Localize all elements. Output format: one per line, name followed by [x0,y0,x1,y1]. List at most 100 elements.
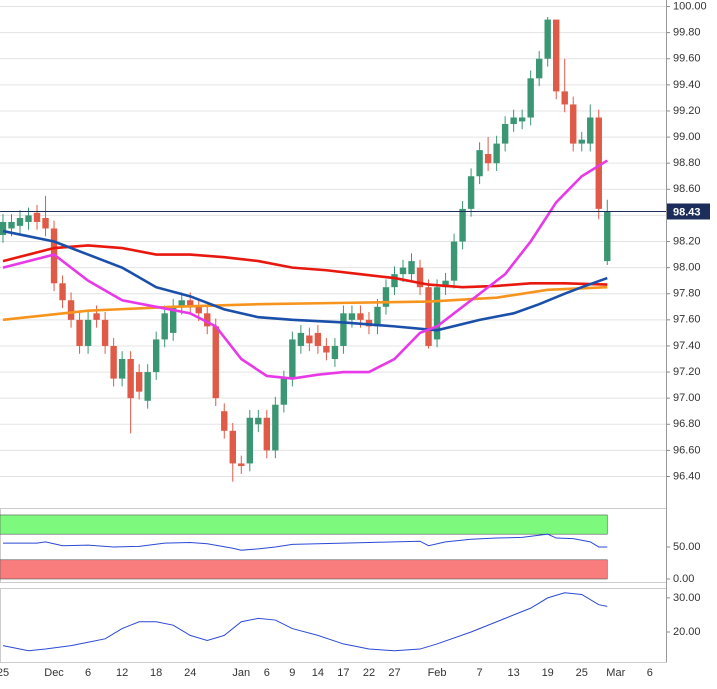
candle-body [450,241,458,281]
candle-body [501,124,509,144]
y-tick-label: 96.80 [673,418,701,430]
candle-body [416,267,424,288]
x-tick-label: 6 [85,667,91,679]
candle-body [289,339,296,379]
candle-body [127,359,134,399]
x-tick-label: 6 [647,667,653,679]
y-tick-label: 98.80 [673,157,701,169]
candle-body [476,150,483,177]
candle-body [118,359,126,379]
candle-body [93,313,100,320]
candle-body [510,117,517,125]
y-tick-label: 98.60 [673,183,701,195]
candle-body [170,306,177,333]
candle-body [561,91,568,105]
candle-body [25,215,32,222]
candle-body [544,19,551,59]
candle-body [255,417,262,425]
candle-body [187,300,194,307]
y-tick-label: 99.00 [673,131,701,143]
candle-body [204,313,211,327]
candle-body [42,218,49,229]
candle-body [391,274,398,288]
x-tick-label: 9 [289,667,295,679]
candle-body [408,261,415,275]
candle-body [195,306,202,314]
x-tick-label: 13 [508,667,520,679]
candle-body [357,313,364,320]
candle-body [110,345,117,379]
candle-body [595,117,602,209]
candle-body [604,211,611,262]
y-tick-label: 99.20 [673,105,701,117]
candle-body [221,411,228,431]
line [2,244,608,289]
candle-body [144,372,151,401]
candle-body [280,378,288,405]
candle-body [212,326,219,399]
line [2,533,608,551]
x-tick-label: Jan [232,667,250,679]
x-tick-label: Dec [44,667,64,679]
candle-body [152,339,160,373]
candle-body [340,313,347,346]
candle-body [348,313,356,320]
candle-body [84,319,92,346]
x-tick-label: 25 [576,667,588,679]
x-tick-label: 17 [337,667,349,679]
candle-body [8,221,15,229]
candle-body [399,267,407,275]
y-tick-label: 99.80 [673,27,701,39]
y-tick-label: 20.00 [673,626,701,638]
line [2,592,608,652]
candle-body [272,404,279,451]
candle-body [425,287,432,346]
x-tick-label: 6 [264,667,270,679]
last-price-label: 98.43 [673,206,701,218]
y-tick-label: 30.00 [673,592,701,604]
y-tick-label: 97.20 [673,366,701,378]
candle-body [314,332,322,346]
candle-body [493,143,500,164]
y-tick-label: 96.40 [673,470,701,482]
candle-body [246,417,254,464]
y-tick-label: 98.20 [673,235,701,247]
candle-body [442,280,449,288]
x-tick-label: 24 [184,667,196,679]
candle-body [59,283,66,301]
candle-body [263,417,271,451]
candle-body [135,372,143,392]
candle-body [101,319,109,346]
candle-body [553,19,560,92]
x-tick-label: 18 [150,667,162,679]
x-tick-label: 14 [312,667,324,679]
x-tick-label: 19 [542,667,554,679]
candle-body [306,335,313,344]
y-tick-label: 99.40 [673,79,701,91]
y-tick-label: 100.00 [673,0,707,12]
candle-body [178,300,185,307]
candle-body [587,117,594,144]
candle-body [0,221,7,235]
candle-body [535,58,543,79]
y-tick-label: 97.40 [673,340,701,352]
candle-body [76,319,83,346]
x-tick-label: 27 [388,667,400,679]
candle-body [67,300,75,320]
x-tick-label: Feb [428,667,447,679]
band [0,559,608,580]
candle-body [433,287,441,340]
y-tick-label: 50.00 [673,541,701,553]
candle-body [365,319,373,327]
candle-body [323,345,330,353]
x-tick-label: 25 [0,667,9,679]
candle-body [297,332,305,346]
candle-body [331,345,339,360]
y-tick-label: 97.80 [673,288,701,300]
candle-body [484,154,492,164]
candle-body [374,306,381,327]
y-tick-label: 99.60 [673,53,701,65]
band [0,514,608,535]
line [2,159,608,380]
